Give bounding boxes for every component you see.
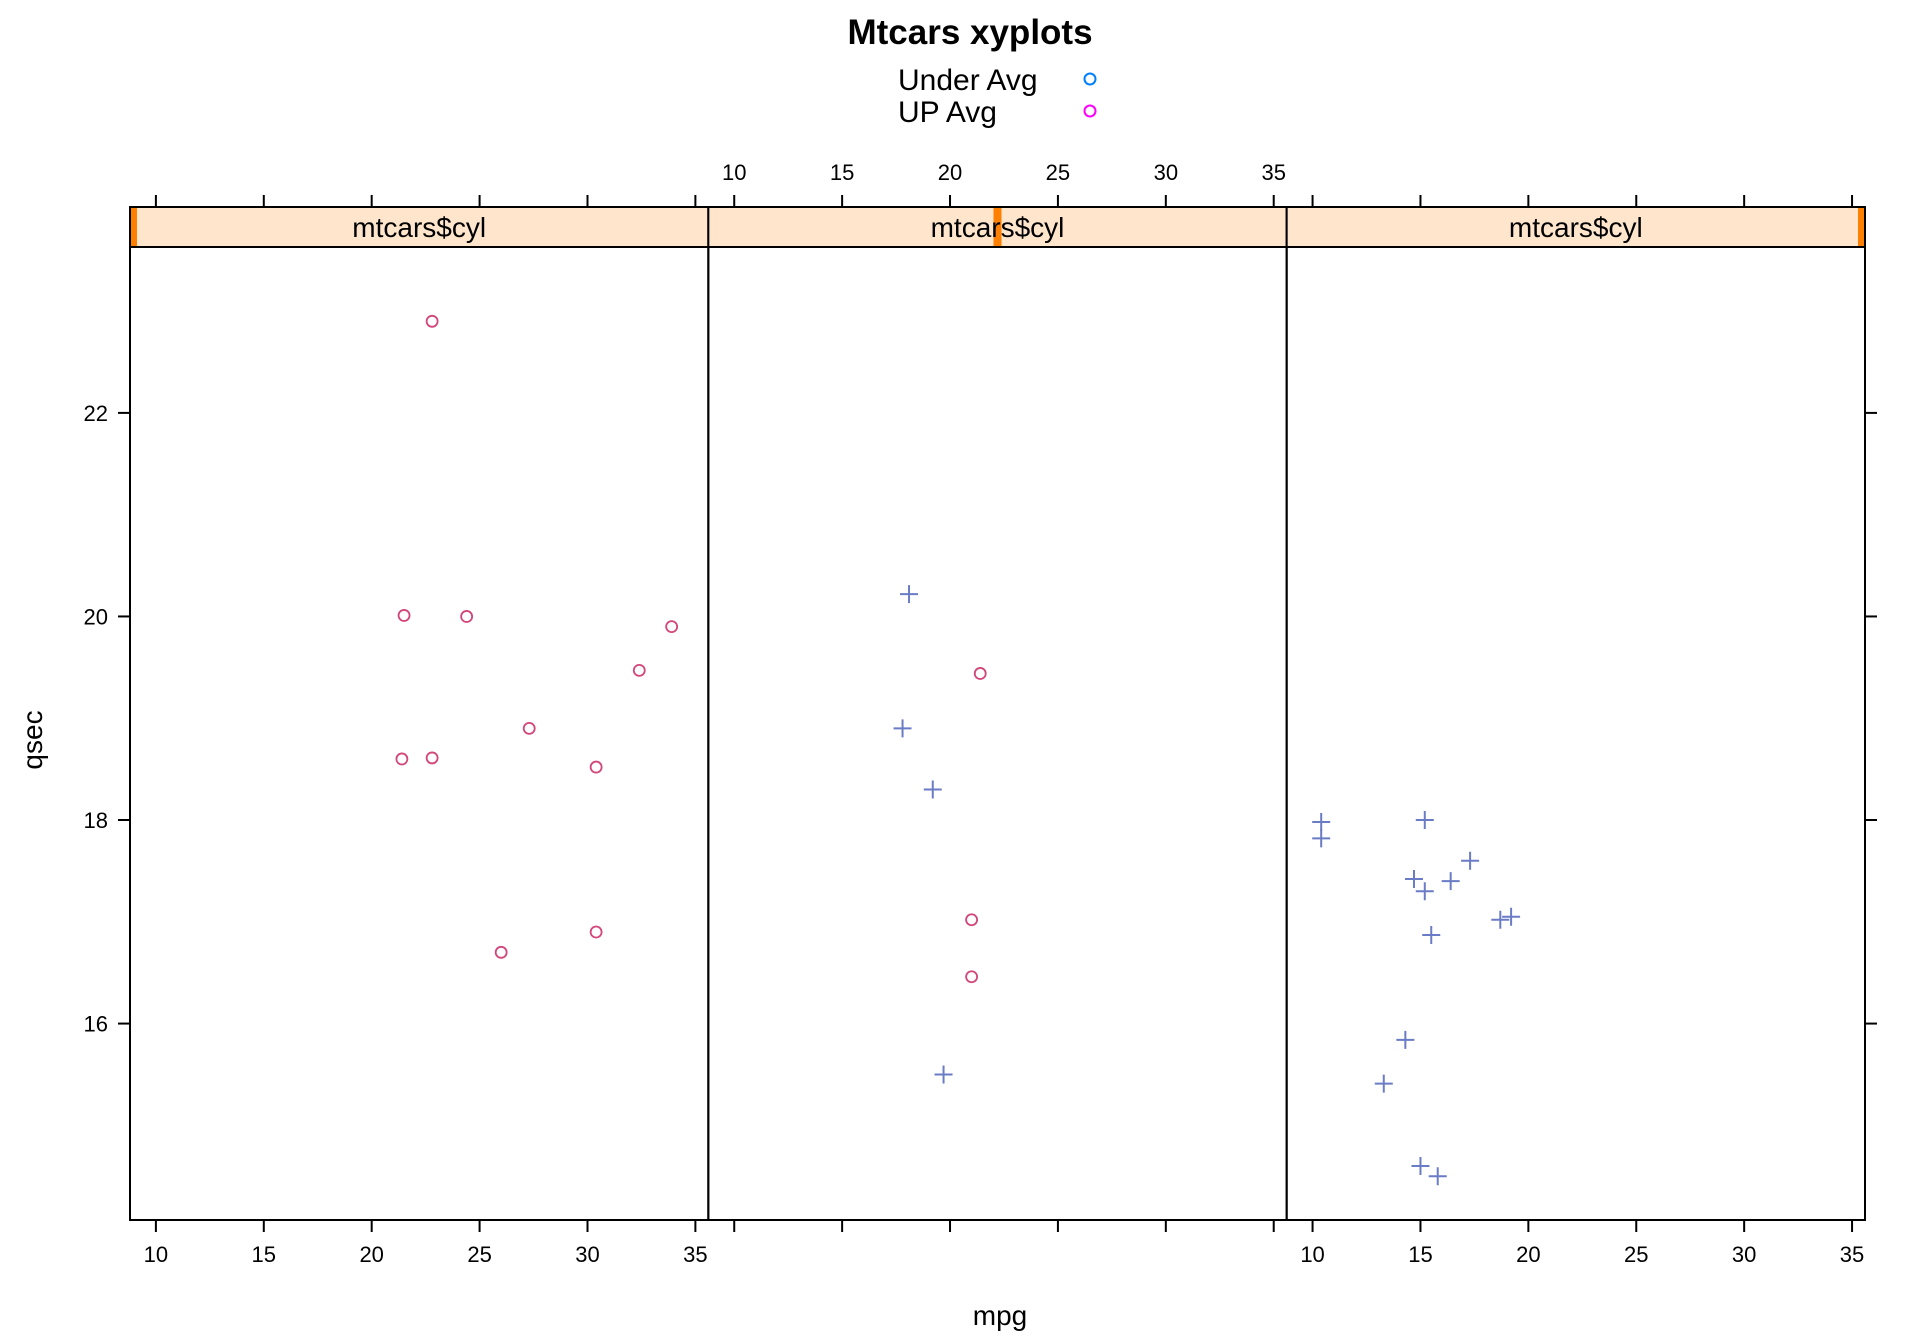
- strip-label: mtcars$cyl: [931, 212, 1065, 243]
- x-tick-label: 15: [830, 160, 854, 185]
- y-axis-title: qsec: [17, 710, 48, 769]
- data-point-circle: [522, 722, 536, 735]
- panels: mtcars$cyl 10 15 20 25 30 35 mtcars$cyl 10 15 20 25…: [84, 160, 1877, 1267]
- strip-level-marker: [1858, 208, 1866, 246]
- x-tick-label: 20: [359, 1242, 383, 1267]
- data-point-plus: [893, 719, 912, 738]
- data-point-plus: [1461, 851, 1480, 870]
- panel-border: [129, 246, 710, 1221]
- y-tick-label: 22: [84, 401, 108, 426]
- legend-label: Under Avg: [898, 64, 1038, 97]
- x-tick-label: 25: [1624, 1242, 1648, 1267]
- x-tick-label: 20: [1516, 1242, 1540, 1267]
- x-tick-label: 15: [1408, 1242, 1432, 1267]
- data-point-plus: [1312, 813, 1331, 832]
- legend-symbol: [1083, 72, 1097, 86]
- x-tick-label: 30: [1154, 160, 1178, 185]
- data-point-plus: [1411, 1157, 1430, 1176]
- data-point-plus: [1441, 872, 1460, 891]
- data-point-plus: [1502, 907, 1521, 926]
- data-point-circle: [425, 751, 439, 765]
- panel-border: [707, 246, 1288, 1221]
- panel: mtcars$cyl 10 15 20 25 30 35: [1285, 195, 1866, 1267]
- chart-title: Mtcars xyplots: [847, 13, 1092, 52]
- y-tick-label: 20: [84, 604, 108, 629]
- x-tick-label: 25: [467, 1242, 491, 1267]
- x-tick-label: 10: [1300, 1242, 1324, 1267]
- data-point-circle: [965, 970, 979, 984]
- strip-background: [130, 207, 709, 247]
- strip-label: mtcars$cyl: [1509, 212, 1643, 243]
- x-tick-label: 30: [575, 1242, 599, 1267]
- y-tick-label: 18: [84, 808, 108, 833]
- data-point-circle: [397, 609, 411, 622]
- data-point-plus: [1396, 1030, 1415, 1049]
- x-tick-label: 10: [722, 160, 746, 185]
- data-point-plus: [1422, 926, 1441, 945]
- data-point-plus: [1374, 1074, 1393, 1093]
- data-point-circle: [494, 945, 508, 959]
- strip-background: [1286, 207, 1865, 247]
- strip-level-marker: [129, 208, 137, 246]
- data-point-circle: [460, 610, 474, 623]
- panel: mtcars$cyl 10 15 20 25 30 35: [129, 195, 710, 1267]
- x-tick-label: 20: [938, 160, 962, 185]
- data-point-plus: [934, 1065, 953, 1084]
- data-point-plus: [1415, 811, 1434, 830]
- panel: mtcars$cyl 10 15 20 25 30 35: [707, 160, 1288, 1232]
- data-point-plus: [900, 585, 919, 604]
- data-point-circle: [589, 760, 603, 774]
- x-tick-label: 35: [1261, 160, 1285, 185]
- strip-level-marker: [993, 208, 1002, 246]
- x-tick-label: 30: [1732, 1242, 1756, 1267]
- x-tick-label: 10: [144, 1242, 168, 1267]
- legend-symbol: [1083, 104, 1097, 118]
- y-tick-label: 16: [84, 1012, 108, 1037]
- x-axis-title: mpg: [973, 1300, 1027, 1331]
- data-point-circle: [589, 925, 603, 939]
- data-point-circle: [965, 913, 979, 927]
- x-tick-label: 15: [252, 1242, 276, 1267]
- legend-label: UP Avg: [898, 96, 997, 129]
- panel-border: [1285, 246, 1866, 1221]
- data-point-circle: [632, 663, 646, 677]
- data-point-plus: [923, 780, 942, 799]
- data-point-plus: [1428, 1167, 1447, 1186]
- x-tick-label: 25: [1046, 160, 1070, 185]
- x-tick-label: 35: [1840, 1242, 1864, 1267]
- data-point-plus: [1312, 829, 1331, 848]
- data-point-circle: [395, 752, 409, 766]
- data-point-circle: [665, 620, 679, 634]
- data-point-circle: [973, 667, 987, 680]
- x-tick-label: 35: [683, 1242, 707, 1267]
- data-point-plus: [1404, 870, 1423, 889]
- data-point-plus: [1415, 882, 1434, 901]
- data-point-plus: [1491, 910, 1510, 929]
- data-point-circle: [425, 314, 439, 328]
- strip-label: mtcars$cyl: [352, 212, 486, 243]
